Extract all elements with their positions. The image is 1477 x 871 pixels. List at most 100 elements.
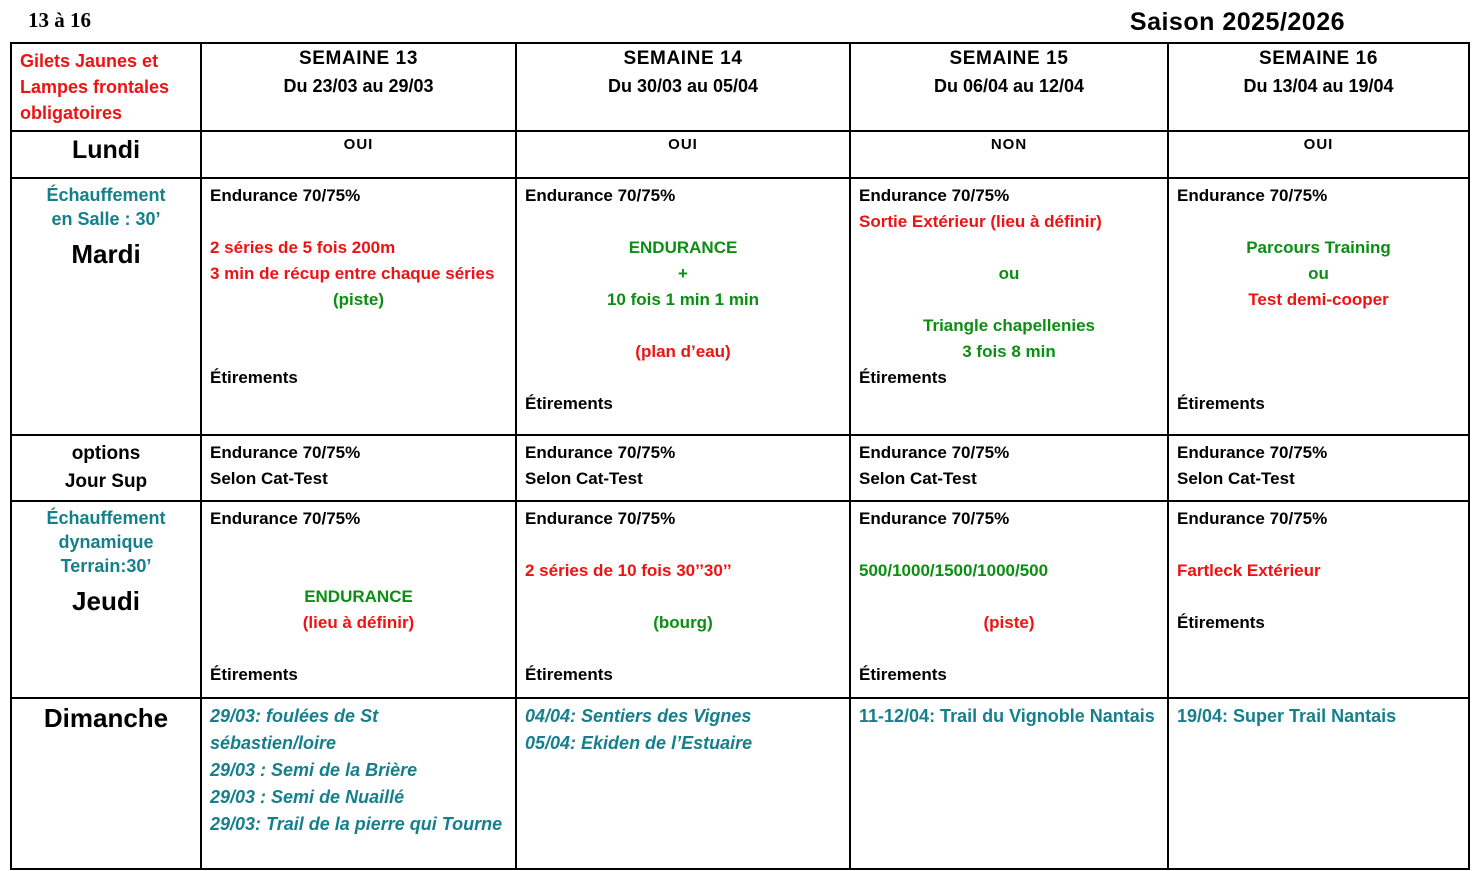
session-line bbox=[210, 313, 507, 339]
warmup-note-line: Terrain:30’ bbox=[60, 556, 152, 576]
lundi-week16-value: OUI bbox=[1167, 130, 1470, 179]
jour-sup-label: options Jour Sup bbox=[20, 440, 192, 496]
jour-sup-week16-cell: Endurance 70/75% Selon Cat-Test bbox=[1167, 434, 1470, 502]
session-line: Étirements bbox=[210, 368, 298, 387]
session-line: Endurance 70/75% bbox=[210, 443, 361, 462]
weeks-range-label: 13 à 16 bbox=[28, 8, 91, 32]
session-line bbox=[1177, 209, 1460, 235]
session-line: Endurance 70/75% bbox=[525, 509, 676, 528]
session-line: (plan d’eau) bbox=[635, 342, 731, 361]
jour-sup-label-line: Jour Sup bbox=[64, 471, 148, 492]
day-label-mardi: Mardi bbox=[71, 239, 141, 269]
jour-sup-label-cell: options Jour Sup bbox=[10, 434, 202, 502]
session-line bbox=[210, 558, 507, 584]
jour-sup-week13-cell: Endurance 70/75% Selon Cat-Test bbox=[200, 434, 517, 502]
session-line bbox=[859, 636, 1159, 662]
jeudi-week14-cell: Endurance 70/75% 2 séries de 10 fois 30’… bbox=[515, 500, 851, 699]
page-header: 13 à 16 Saison 2025/2026 bbox=[0, 0, 1477, 42]
session-line: 3 fois 8 min bbox=[962, 342, 1056, 361]
jeudi-warmup-note: Échauffement dynamique Terrain:30’ bbox=[20, 506, 192, 578]
week-16-header-cell: SEMAINE 16 Du 13/04 au 19/04 bbox=[1167, 42, 1470, 132]
session-line: Endurance 70/75% bbox=[525, 186, 676, 205]
session-line bbox=[525, 532, 841, 558]
race-line: 05/04: Ekiden de l’Estuaire bbox=[525, 733, 753, 753]
session-line: Selon Cat-Test bbox=[1177, 469, 1295, 488]
session-line: Étirements bbox=[1177, 394, 1265, 413]
equipment-note-line: Lampes frontales bbox=[20, 77, 170, 97]
session-line: ENDURANCE bbox=[304, 587, 413, 606]
session-line bbox=[859, 235, 1159, 261]
mardi-week16-cell: Endurance 70/75% Parcours Training ou Test… bbox=[1167, 177, 1470, 436]
session-line: ENDURANCE bbox=[628, 238, 738, 257]
day-label-lundi: Lundi bbox=[71, 136, 141, 164]
session-line: 3 min de récup entre chaque séries bbox=[210, 264, 495, 283]
dimanche-week13-cell: 29/03: foulées de St sébastien/loire 29/0… bbox=[200, 697, 517, 870]
week-13-dates: Du 23/03 au 29/03 bbox=[283, 76, 434, 96]
race-line: 29/03: foulées de St sébastien/loire bbox=[210, 706, 379, 753]
session-line: Parcours Training bbox=[1246, 238, 1391, 257]
equipment-note-cell: Gilets Jaunes et Lampes frontales obligato… bbox=[10, 42, 202, 132]
lundi-week13-value: OUI bbox=[200, 130, 517, 179]
session-line: Endurance 70/75% bbox=[859, 186, 1010, 205]
mardi-warmup-note: Échauffement en Salle : 30’ bbox=[20, 183, 192, 231]
lundi-label-cell: Lundi bbox=[10, 130, 202, 179]
race-line: 04/04: Sentiers des Vignes bbox=[525, 706, 752, 726]
session-line: 2 séries de 10 fois 30’’30’’ bbox=[525, 561, 732, 580]
session-line bbox=[1177, 313, 1460, 339]
race-line: 19/04: Super Trail Nantais bbox=[1177, 706, 1397, 726]
session-line bbox=[210, 636, 507, 662]
mardi-week15-cell: Endurance 70/75% Sortie Extérieur (lieu à… bbox=[849, 177, 1169, 436]
dimanche-week16-cell: 19/04: Super Trail Nantais bbox=[1167, 697, 1470, 870]
race-line: 11-12/04: Trail du Vignoble Nantais bbox=[859, 706, 1155, 726]
session-line bbox=[525, 209, 841, 235]
dimanche-label-cell: Dimanche bbox=[10, 697, 202, 870]
session-line: Étirements bbox=[859, 665, 947, 684]
session-line: Endurance 70/75% bbox=[525, 443, 676, 462]
session-line: Étirements bbox=[525, 665, 613, 684]
week-14-title: SEMAINE 14 bbox=[623, 48, 743, 69]
session-line: Selon Cat-Test bbox=[525, 469, 643, 488]
session-line: Étirements bbox=[1177, 613, 1265, 632]
session-line bbox=[1177, 584, 1460, 610]
session-line: Endurance 70/75% bbox=[859, 443, 1010, 462]
jeudi-label-cell: Échauffement dynamique Terrain:30’ Jeudi bbox=[10, 500, 202, 699]
session-line: Sortie Extérieur (lieu à définir) bbox=[859, 212, 1102, 231]
session-line: 500/1000/1500/1000/500 bbox=[859, 561, 1049, 580]
week-15-dates: Du 06/04 au 12/04 bbox=[933, 76, 1085, 96]
day-label-jeudi: Jeudi bbox=[72, 586, 140, 616]
session-line bbox=[210, 532, 507, 558]
mardi-week13-cell: Endurance 70/75% 2 séries de 5 fois 200m… bbox=[200, 177, 517, 436]
session-line bbox=[1177, 339, 1460, 365]
session-line bbox=[525, 584, 841, 610]
session-line bbox=[1177, 532, 1460, 558]
session-line: Fartleck Extérieur bbox=[1177, 561, 1321, 580]
race-line: 29/03 : Semi de la Brière bbox=[210, 760, 418, 780]
row-jour-sup: options Jour Sup Endurance 70/75% Selon Ca… bbox=[10, 434, 1470, 502]
session-line: (lieu à définir) bbox=[302, 613, 415, 632]
warmup-note-line: Échauffement bbox=[46, 185, 166, 205]
session-line bbox=[210, 209, 507, 235]
session-line: + bbox=[678, 264, 688, 283]
session-line: 2 séries de 5 fois 200m bbox=[210, 238, 396, 257]
equipment-note-line: obligatoires bbox=[20, 103, 123, 123]
lundi-week15-value: NON bbox=[849, 130, 1169, 179]
week-15-title: SEMAINE 15 bbox=[949, 48, 1069, 69]
training-schedule-table: Gilets Jaunes et Lampes frontales obligato… bbox=[10, 42, 1470, 870]
week-13-header-cell: SEMAINE 13 Du 23/03 au 29/03 bbox=[200, 42, 517, 132]
session-line: ou bbox=[998, 264, 1020, 283]
race-line: 29/03: Trail de la pierre qui Tourne bbox=[210, 814, 503, 834]
session-line: Endurance 70/75% bbox=[1177, 443, 1328, 462]
session-line bbox=[525, 313, 841, 339]
jeudi-week15-cell: Endurance 70/75% 500/1000/1500/1000/500 … bbox=[849, 500, 1169, 699]
lundi-week14-value: OUI bbox=[515, 130, 851, 179]
dimanche-week15-cell: 11-12/04: Trail du Vignoble Nantais bbox=[849, 697, 1169, 870]
session-line: Endurance 70/75% bbox=[859, 509, 1010, 528]
session-line: (piste) bbox=[333, 290, 384, 309]
session-line: (piste) bbox=[983, 613, 1035, 632]
session-line bbox=[859, 532, 1159, 558]
equipment-note-line: Gilets Jaunes et bbox=[20, 51, 159, 71]
session-line bbox=[859, 287, 1159, 313]
session-line bbox=[1177, 365, 1460, 391]
session-line: Endurance 70/75% bbox=[1177, 509, 1328, 528]
session-line: Étirements bbox=[525, 394, 613, 413]
